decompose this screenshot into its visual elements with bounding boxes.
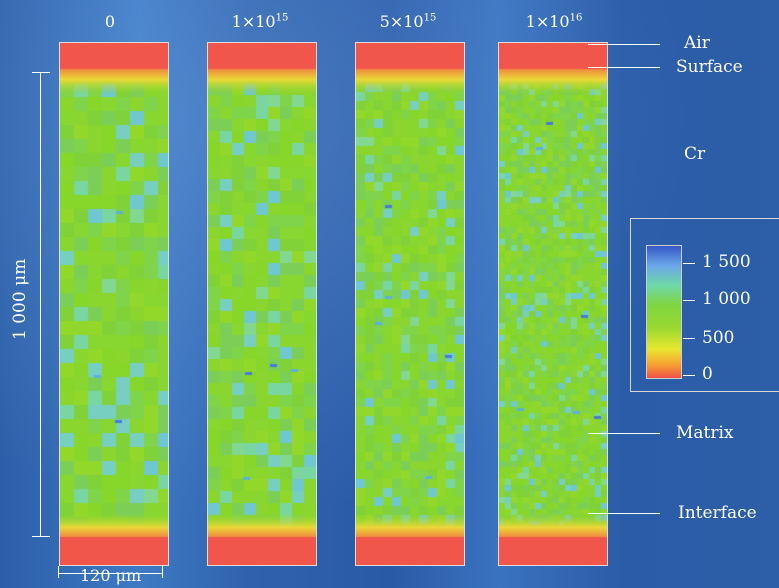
legend-tick-0: [683, 375, 695, 376]
surface-label: Surface: [676, 57, 743, 77]
column-header-2: 5×1015: [379, 12, 437, 31]
legend-tick-500: [683, 338, 695, 339]
legend-label-0: 0: [702, 364, 713, 384]
matrix-label: Matrix: [676, 423, 734, 443]
hscale-left-tick: [58, 566, 59, 578]
cr-label: Cr: [684, 144, 706, 164]
matrix-leader: [588, 433, 660, 434]
air-leader: [588, 44, 660, 45]
map-column-2: [355, 42, 465, 566]
map-column-3: [498, 42, 608, 566]
map-canvas-0: [60, 43, 168, 565]
column-header-3: 1×1016: [525, 12, 583, 31]
vertical-scale-bar: [40, 72, 41, 536]
legend-label-1500: 1 500: [702, 252, 751, 272]
map-column-1: [207, 42, 317, 566]
vertical-scale-label: 1 000 μm: [10, 258, 30, 340]
legend-label-500: 500: [702, 328, 735, 348]
column-header-0: 0: [104, 12, 116, 31]
map-canvas-1: [208, 43, 316, 565]
air-label: Air: [684, 33, 710, 53]
hscale-right-tick: [162, 566, 163, 578]
column-header-1: 1×1015: [231, 12, 289, 31]
map-canvas-2: [356, 43, 464, 565]
legend-box: [630, 218, 779, 392]
interface-leader: [588, 513, 660, 514]
scale-top-tick: [32, 72, 50, 73]
legend-tick-1500: [683, 263, 695, 264]
map-canvas-3: [499, 43, 607, 565]
scale-bottom-tick: [32, 536, 50, 537]
interface-label: Interface: [678, 503, 757, 523]
legend-tick-1000: [683, 300, 695, 301]
horizontal-scale-label: 120 μm: [80, 566, 142, 585]
legend-colorbar: [646, 245, 682, 379]
horizontal-scale-bar: [58, 573, 162, 574]
legend-label-1000: 1 000: [702, 289, 751, 309]
surface-leader: [588, 67, 660, 68]
map-column-0: [59, 42, 169, 566]
